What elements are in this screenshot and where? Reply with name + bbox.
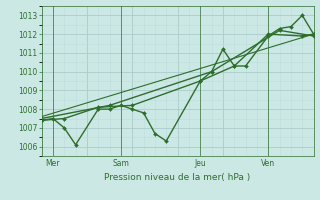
Text: Jeu: Jeu [194,159,206,168]
Text: Ven: Ven [261,159,275,168]
X-axis label: Pression niveau de la mer( hPa ): Pression niveau de la mer( hPa ) [104,173,251,182]
Text: Sam: Sam [113,159,129,168]
Text: Mer: Mer [46,159,60,168]
